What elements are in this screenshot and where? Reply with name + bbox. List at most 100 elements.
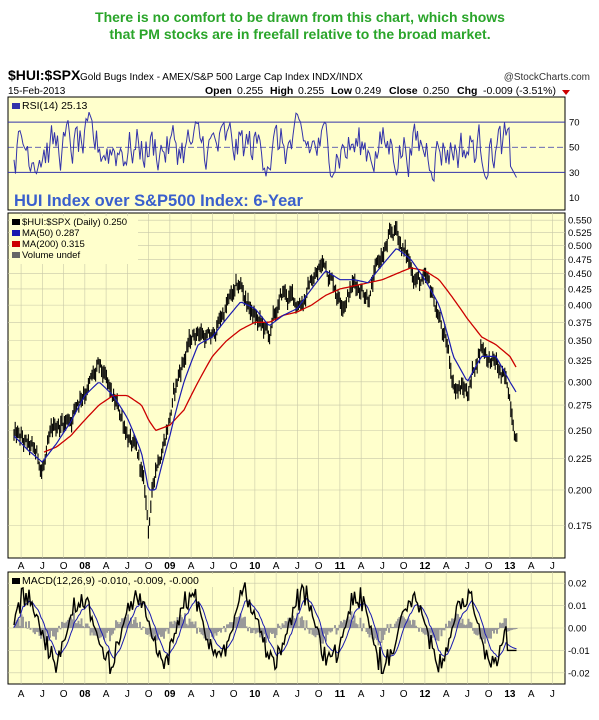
x-tick-label-macd: O [60,689,68,700]
price-panel [7,212,566,559]
x-tick-label: J [465,561,470,572]
x-tick-label: O [230,561,238,572]
macd-label-bg [10,574,242,587]
x-tick-label: A [18,561,25,572]
price-tick-label: 0.275 [568,401,592,412]
x-tick-label-macd: J [295,689,300,700]
macd-axis: 0.02 0.01 0.00 -0.01 -0.02 [568,579,590,680]
x-tick-label-macd: A [358,689,365,700]
ohlc-readout: Open 0.255 High 0.255 Low 0.249 Close 0.… [205,85,556,97]
macd-label: MACD(12,26,9) -0.010, -0.009, -0.000 [22,575,199,587]
x-tick-label: A [443,561,450,572]
chart-annotation: HUI Index over S&P500 Index: 6-Year [14,192,303,210]
price-tick-label: 0.375 [568,318,592,329]
chg-label: Chg [457,85,477,97]
macd-tick-label: -0.02 [568,668,590,679]
price-tick-label: 0.400 [568,301,592,312]
open-value: 0.255 [237,85,263,97]
copyright-text: @StockCharts.com [504,72,590,83]
x-tick-label: J [40,561,45,572]
high-label: High [270,85,293,97]
x-tick-label-macd: A [188,689,195,700]
x-tick-label-macd: O [485,689,493,700]
price-tick-label: 0.475 [568,255,592,266]
x-tick-label-macd: 09 [164,689,176,700]
commentary-line-2: that PM stocks are in freefall relative … [109,26,490,42]
open-label: Open [205,85,232,97]
rsi-tick-label: 70 [569,118,580,129]
x-tick-label-macd: J [380,689,385,700]
x-tick-label-macd: A [103,689,110,700]
rsi-label-bg [10,99,102,112]
x-tick-label-macd: 08 [79,689,91,700]
close-value: 0.250 [423,85,449,97]
macd-signal-series [13,597,517,660]
price-tick-label: 0.525 [568,228,592,239]
x-tick-label-macd: 12 [419,689,431,700]
x-axis-macd: A J O 08 A J O 09 A J O 10 A J O 11 A J O 12 A J O 13 A J [18,689,555,700]
x-tick-label: O [400,561,408,572]
x-tick-label-macd: O [145,689,153,700]
x-tick-label-macd: O [400,689,408,700]
x-tick-label-macd: 13 [504,689,516,700]
x-tick-label-macd: 11 [335,689,346,700]
x-tick-label: A [358,561,365,572]
x-tick-label: A [103,561,110,572]
legend-entry: Volume undef [22,250,80,261]
x-tick-label-macd: J [465,689,470,700]
close-label: Close [389,85,418,97]
chg-down-arrow-icon [562,90,570,95]
x-tick-label-macd: J [210,689,215,700]
legend-entry: $HUI:$SPX (Daily) 0.250 [22,217,127,228]
price-tick-label: 0.500 [568,241,592,252]
x-tick-label-macd: A [273,689,280,700]
legend-entry: MA(200) 0.315 [22,239,85,250]
legend-swatch [12,230,20,236]
x-tick-label-macd: A [528,689,535,700]
price-tick-label: 0.450 [568,269,592,280]
price-tick-label: 0.200 [568,486,592,497]
x-axis-main: A J O 08 A J O 09 A J O 10 A J O 11 A J O 12 A J O 13 A J [18,561,555,572]
x-tick-label: A [273,561,280,572]
macd-series [13,582,517,675]
x-tick-label-macd: A [443,689,450,700]
legend-swatch [12,252,20,258]
x-tick-label: J [210,561,215,572]
x-tick-label: 11 [335,561,346,572]
x-tick-label: O [485,561,493,572]
x-tick-label-macd: J [40,689,45,700]
legend-swatch [12,241,20,247]
x-tick-label: J [295,561,300,572]
chart-description: Gold Bugs Index - AMEX/S&P 500 Large Cap… [80,72,363,83]
x-tick-label: 12 [419,561,431,572]
x-tick-label: 13 [504,561,516,572]
ma200-series [43,267,517,453]
price-tick-label: 0.300 [568,377,592,388]
macd-tick-label: 0.01 [568,601,587,612]
legend-entry: MA(50) 0.287 [22,228,80,239]
rsi-axis: 70 50 30 10 [569,118,580,204]
macd-legend-swatch [12,578,20,584]
macd-tick-label: -0.01 [568,646,590,657]
x-tick-label-macd: O [230,689,238,700]
x-tick-label: 10 [249,561,261,572]
x-tick-label: J [125,561,130,572]
macd-tick-label: 0.00 [568,624,587,635]
rsi-label: RSI(14) 25.13 [22,100,88,112]
price-tick-label: 0.550 [568,216,592,227]
low-label: Low [331,85,353,97]
legend-bg [10,216,138,264]
x-tick-label: J [550,561,555,572]
macd-tick-label: 0.02 [568,579,587,590]
rsi-series [13,110,517,183]
rsi-grid [8,121,565,173]
price-grid [8,213,565,558]
price-tick-label: 0.325 [568,356,592,367]
ma50-series [13,248,517,491]
x-tick-label: 09 [164,561,176,572]
price-tick-label: 0.175 [568,521,592,532]
